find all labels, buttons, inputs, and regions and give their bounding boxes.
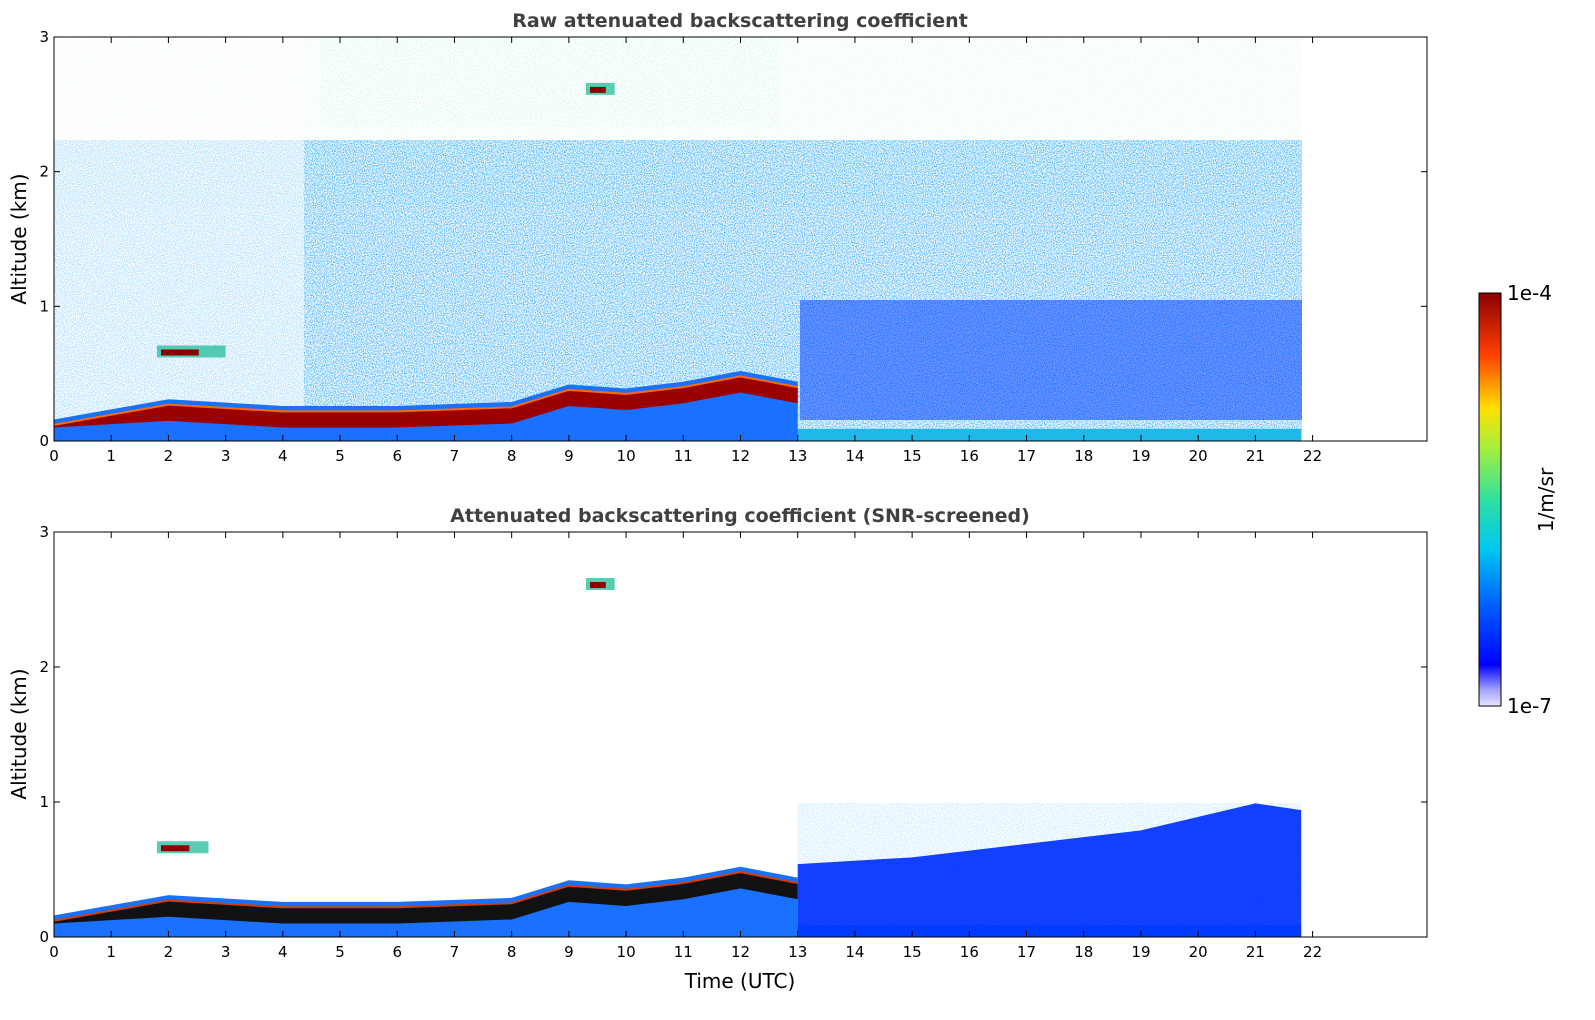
colorbar-min-label: 1e-7 [1507, 694, 1552, 718]
x-tick-label: 0 [49, 943, 59, 961]
x-tick-label: 12 [731, 447, 750, 465]
x-tick-label: 19 [1131, 447, 1150, 465]
x-tick-label: 16 [960, 943, 979, 961]
x-tick-label: 2 [164, 447, 174, 465]
colorbar: 1e-4 1e-7 1/m/sr [1478, 281, 1558, 718]
x-tick-label: 13 [788, 447, 807, 465]
aerosol-core-edge [54, 375, 798, 426]
y-tick-label: 2 [39, 658, 49, 676]
x-tick-label: 15 [903, 447, 922, 465]
x-tick-label: 17 [1017, 943, 1036, 961]
aerosol-core [54, 376, 798, 428]
y-tick-label: 1 [39, 297, 49, 315]
x-tick-label: 2 [164, 943, 174, 961]
x-tick-label: 5 [335, 447, 345, 465]
x-tick-label: 6 [392, 943, 402, 961]
y-tick-label: 1 [39, 793, 49, 811]
x-tick-label: 8 [507, 943, 517, 961]
x-tick-label: 5 [335, 943, 345, 961]
high-layer-core [590, 86, 606, 93]
colorbar-gradient [1478, 292, 1502, 707]
x-tick-label: 0 [49, 447, 59, 465]
y-tick-label: 3 [39, 523, 49, 541]
x-tick-label: 21 [1246, 943, 1265, 961]
x-tick-label: 7 [450, 447, 460, 465]
x-tick-label: 11 [674, 943, 693, 961]
panel2-title: Attenuated backscattering coefficient (S… [450, 505, 1030, 527]
x-tick-label: 7 [450, 943, 460, 961]
raw-backscatter-panel: Raw attenuated backscattering coefficien… [7, 10, 1428, 465]
panel1-ylabel: Altitude (km) [7, 173, 31, 304]
panel2-layers [54, 578, 1302, 937]
x-tick-label: 19 [1131, 943, 1150, 961]
y-tick-label: 2 [39, 163, 49, 181]
noise-wash-left [54, 37, 304, 437]
x-tick-label: 12 [731, 943, 750, 961]
x-tick-label: 8 [507, 447, 517, 465]
x-tick-label: 1 [106, 943, 116, 961]
x-tick-label: 22 [1303, 943, 1322, 961]
x-tick-label: 1 [106, 447, 116, 465]
x-tick-label: 11 [674, 447, 693, 465]
panel1-noise-field [54, 37, 1302, 440]
x-tick-label: 20 [1189, 943, 1208, 961]
x-tick-label: 20 [1189, 447, 1208, 465]
y-tick-label: 0 [39, 432, 49, 450]
x-tick-label: 16 [960, 447, 979, 465]
panel2-xlabel: Time (UTC) [684, 969, 796, 993]
x-tick-label: 13 [788, 943, 807, 961]
panel1-layers [54, 82, 1302, 441]
snr-screened-panel: Attenuated backscattering coefficient (S… [7, 505, 1428, 993]
y-tick-label: 0 [39, 928, 49, 946]
panel2-ylabel: Altitude (km) [7, 668, 31, 799]
residual-layer-speckle [797, 803, 1302, 937]
colorbar-unit-label: 1/m/sr [1534, 467, 1558, 532]
x-tick-label: 4 [278, 447, 288, 465]
x-tick-label: 18 [1074, 447, 1093, 465]
x-tick-label: 4 [278, 943, 288, 961]
x-tick-label: 14 [845, 943, 864, 961]
x-tick-label: 18 [1074, 943, 1093, 961]
aerosol-core-edge [54, 871, 798, 922]
x-tick-label: 10 [617, 447, 636, 465]
elevated-plume-core [160, 349, 199, 356]
x-tick-label: 10 [617, 943, 636, 961]
aerosol-core [54, 872, 798, 924]
x-tick-label: 3 [221, 447, 231, 465]
elevated-plume-core [160, 845, 190, 852]
x-tick-label: 21 [1246, 447, 1265, 465]
x-tick-label: 15 [903, 943, 922, 961]
noise-yellow-top [320, 37, 780, 127]
x-tick-label: 22 [1303, 447, 1322, 465]
colorbar-max-label: 1e-4 [1507, 281, 1552, 305]
panel1-title: Raw attenuated backscattering coefficien… [512, 10, 968, 32]
noise-dense-right [800, 300, 1302, 420]
y-tick-label: 3 [39, 28, 49, 46]
x-tick-label: 6 [392, 447, 402, 465]
high-layer-core [590, 582, 606, 588]
x-tick-label: 17 [1017, 447, 1036, 465]
x-tick-label: 9 [564, 943, 574, 961]
x-tick-label: 3 [221, 943, 231, 961]
x-tick-label: 14 [845, 447, 864, 465]
x-tick-label: 9 [564, 447, 574, 465]
